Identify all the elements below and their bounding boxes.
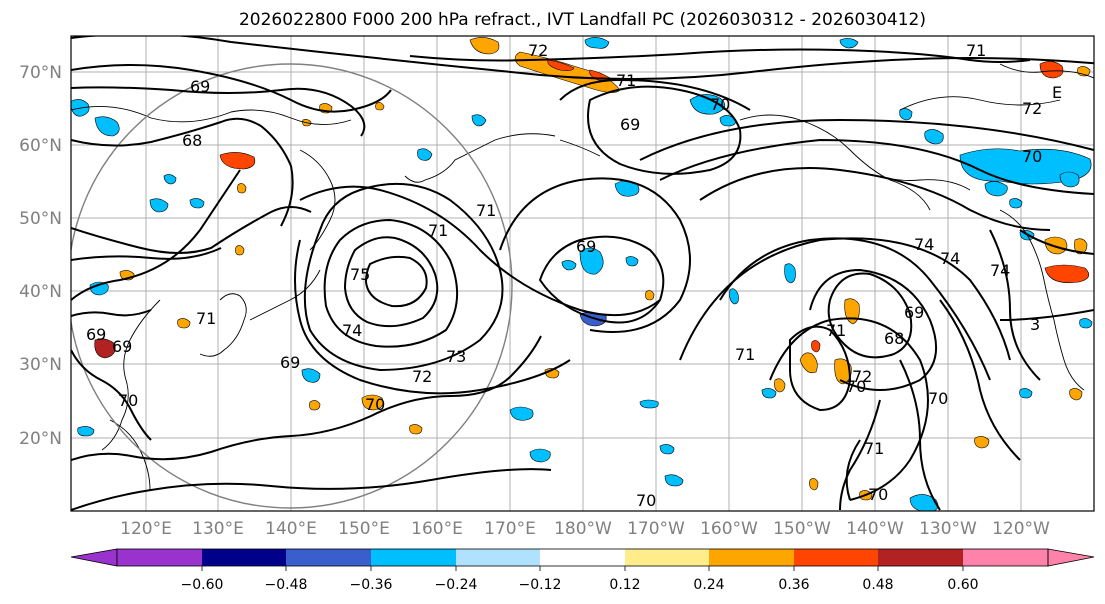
- contour-label: 73: [446, 347, 466, 366]
- contour-label: 70: [118, 391, 138, 410]
- map-frame: [70, 35, 1095, 512]
- colorbar-segment: [117, 549, 202, 566]
- contour-label: 74: [342, 321, 362, 340]
- colorbar-over-arrow: [1047, 548, 1095, 567]
- contour-label: 71: [428, 221, 448, 240]
- contour-label: 70: [1022, 147, 1042, 166]
- contour-label: 70: [928, 389, 948, 408]
- lat-label: 30°N: [19, 355, 62, 375]
- lon-label: 160°E: [411, 519, 463, 539]
- colorbar-tick-label: −0.36: [350, 577, 393, 593]
- colorbar-segment: [625, 549, 709, 566]
- colorbar-segment: [709, 549, 794, 566]
- contour-label: 68: [884, 329, 904, 348]
- lon-label: 140°E: [265, 519, 317, 539]
- contour-label: 72: [852, 367, 872, 386]
- contour-label: 74: [914, 235, 934, 254]
- positive-anomaly-patches: [94, 37, 1091, 501]
- colorbar-tick-label: 0.60: [947, 577, 978, 593]
- colorbar-outline: [116, 548, 1049, 567]
- colorbar-tick-label: 0.48: [862, 577, 893, 593]
- colorbar-segment: [371, 549, 456, 566]
- contour-label: 69: [112, 337, 132, 356]
- colorbar-segment: [456, 549, 540, 566]
- colorbar-segment: [202, 549, 286, 566]
- colorbar-tick-label: −0.12: [519, 577, 562, 593]
- colorbar-segment: [878, 549, 963, 566]
- lat-label: 20°N: [19, 429, 62, 449]
- latitude-labels: 70°N 60°N 50°N 40°N 30°N 20°N: [19, 63, 62, 449]
- colorbar-tick-label: 0.12: [609, 577, 640, 593]
- colorbar-segment: [794, 549, 878, 566]
- contour-label: 75: [350, 265, 370, 284]
- lon-label: 170°W: [627, 519, 685, 539]
- contour-label: 70: [365, 395, 385, 414]
- contour-label: 71: [476, 201, 496, 220]
- lat-label: 50°N: [19, 209, 62, 229]
- contour-label: 71: [616, 71, 636, 90]
- refractivity-contours: [71, 36, 1094, 511]
- colorbar-segment: [540, 549, 625, 566]
- lon-label: 160°W: [700, 519, 758, 539]
- lon-label: 120°E: [120, 519, 172, 539]
- contour-label: 71: [826, 321, 846, 340]
- contour-label: 70: [846, 377, 866, 396]
- contour-label: 70: [636, 491, 656, 510]
- colorbar-under-arrow: [70, 548, 118, 567]
- colorbar-segment: [286, 549, 371, 566]
- range-circle: [71, 63, 513, 509]
- lon-label: 170°E: [484, 519, 536, 539]
- contour-label: 71: [966, 41, 986, 60]
- lat-label: 70°N: [19, 63, 62, 83]
- contour-label: 69: [86, 325, 106, 344]
- lon-label: 120°W: [992, 519, 1050, 539]
- map-title: 2026022800 F000 200 hPa refract., IVT La…: [238, 10, 926, 30]
- colorbar-tick-labels: −0.60 −0.48 −0.36 −0.24 −0.12 0.12 0.24 …: [181, 577, 979, 593]
- contour-label: 70: [710, 95, 730, 114]
- contour-label: 72: [412, 367, 432, 386]
- colorbar-tick-label: −0.60: [181, 577, 224, 593]
- colorbar-segment: [963, 549, 1048, 566]
- contour-label: 74: [990, 261, 1010, 280]
- contour-label: 71: [735, 345, 755, 364]
- contour-label: 69: [904, 303, 924, 322]
- contour-label: 3: [1030, 315, 1040, 334]
- lon-label: 140°W: [846, 519, 904, 539]
- longitude-labels: 120°E 130°E 140°E 150°E 160°E 170°E 180°…: [120, 519, 1050, 539]
- contour-label: 68: [182, 131, 202, 150]
- contour-label: 69: [576, 237, 596, 256]
- contour-label: 69: [190, 77, 210, 96]
- contour-label-group: 72 71 69 70 69 68 71 71 69 75 74 73 72 6…: [86, 41, 1062, 510]
- colorbar-tick-label: 0.36: [778, 577, 809, 593]
- coastlines: [71, 63, 1094, 491]
- colorbar-tick-label: −0.24: [435, 577, 478, 593]
- colorbar-tick-label: −0.48: [265, 577, 308, 593]
- colorbar-tick-label: 0.24: [693, 577, 724, 593]
- negative-anomaly-patches: [71, 37, 1093, 511]
- contour-label: 70: [868, 485, 888, 504]
- lon-label: 130°W: [919, 519, 977, 539]
- contour-label: E: [1052, 83, 1062, 102]
- lon-label: 130°E: [192, 519, 244, 539]
- colorbar: −0.60 −0.48 −0.36 −0.24 −0.12 0.12 0.24 …: [70, 548, 1095, 593]
- lon-label: 150°E: [338, 519, 390, 539]
- lat-label: 60°N: [19, 136, 62, 156]
- contour-label: 69: [620, 115, 640, 134]
- contour-label: 69: [280, 353, 300, 372]
- lat-label: 40°N: [19, 282, 62, 302]
- contour-label: 72: [528, 41, 548, 60]
- contour-label: 72: [1022, 99, 1042, 118]
- contour-label: 71: [864, 439, 884, 458]
- contour-label: 74: [940, 249, 960, 268]
- contour-label: 71: [196, 309, 216, 328]
- lon-label: 180°W: [554, 519, 612, 539]
- lon-label: 150°W: [773, 519, 831, 539]
